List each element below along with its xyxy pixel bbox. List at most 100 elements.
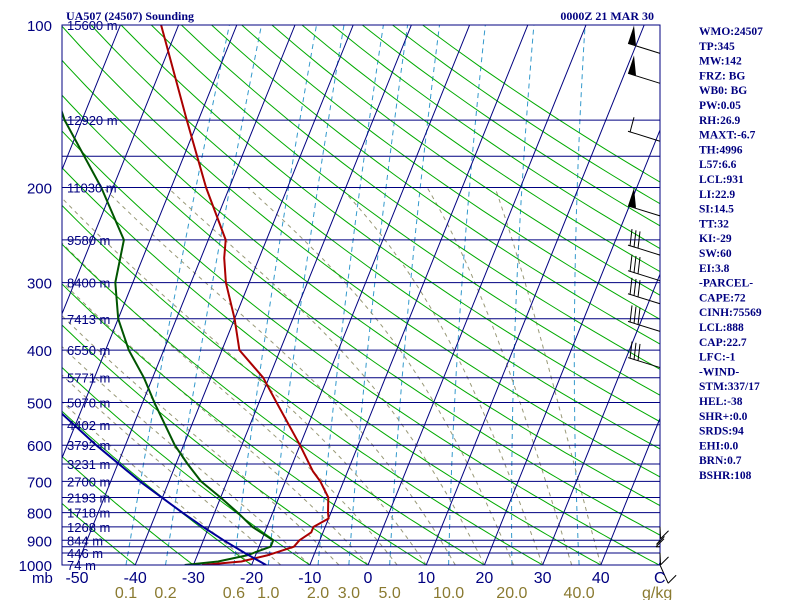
isotherm-line <box>542 272 660 565</box>
index-value: SI:14.5 <box>699 204 734 216</box>
mixing-unit-label: g/kg <box>642 585 672 600</box>
pressure-tick-label: 800 <box>27 506 52 523</box>
index-value: SW:60 <box>699 248 732 260</box>
temperature-tick-label: 30 <box>534 570 552 587</box>
height-label: 446 m <box>67 546 103 561</box>
moist-adiabat <box>62 345 311 565</box>
wind-pennant <box>628 25 636 46</box>
height-label: 1268 m <box>67 520 110 535</box>
isotherms <box>62 25 660 565</box>
mixing-ratio-tick-label: 3.0 <box>338 585 360 600</box>
isotherm-line <box>600 417 660 565</box>
sounding-series <box>62 25 330 565</box>
index-value: HEL:-38 <box>699 396 743 408</box>
temperature-tick-label: 0 <box>364 570 373 587</box>
index-value: BRN:0.7 <box>699 455 742 467</box>
upper-wind-barb <box>627 42 661 54</box>
index-value: PW:0.05 <box>699 100 741 112</box>
height-label: 5771 m <box>67 371 110 386</box>
x-axis-unit-label: mb <box>32 570 53 587</box>
chart-title: UA507 (24507) Sounding <box>66 9 194 23</box>
pressure-tick-label: 700 <box>27 474 52 491</box>
indices-panel: WMO:24507 TP:345 MW:142 FRZ: BG WB0: BG PW:0.… <box>699 26 763 482</box>
mixing-ratio-tick-label: 40.0 <box>564 585 595 600</box>
height-label: 11030 m <box>67 181 117 196</box>
wind-feather <box>633 342 637 360</box>
wind-feather <box>629 117 635 133</box>
dry-adiabat <box>90 25 660 450</box>
isotherm-line <box>134 25 354 565</box>
wind-barb-feather <box>655 538 665 548</box>
wind-feather <box>629 277 633 295</box>
wind-feather <box>629 341 633 359</box>
temperature-tick-label: -20 <box>240 570 263 587</box>
isotherm-line <box>192 25 412 565</box>
upper-wind-barb <box>627 72 661 84</box>
temperature-tick-label: -10 <box>298 570 321 587</box>
dewpoint-line <box>62 109 275 565</box>
temperature-tick-label: -40 <box>124 570 147 587</box>
isotherm-line <box>62 25 180 316</box>
isotherm-line <box>62 25 238 460</box>
mixing-ratio-line <box>448 25 486 565</box>
moist-adiabat <box>167 187 485 565</box>
wind-feather <box>637 307 641 325</box>
height-label: 844 m <box>67 533 103 548</box>
pressure-tick-label: 300 <box>27 276 52 293</box>
index-value: KI:-29 <box>699 233 732 245</box>
index-value: WB0: BG <box>699 85 747 97</box>
index-value: FRZ: BG <box>699 70 745 82</box>
wind-feather <box>629 305 633 323</box>
mixing-ratio-tick-label: 0.6 <box>223 585 245 600</box>
chart-grid <box>62 25 660 565</box>
wind-feather <box>637 257 641 275</box>
index-value: STM:337/17 <box>699 381 760 393</box>
height-label: 3792 m <box>67 438 110 453</box>
wind-feather <box>637 343 641 362</box>
temperature-tick-label: -50 <box>65 570 88 587</box>
index-value: CAPE:72 <box>699 292 746 304</box>
wind-pennant <box>628 55 636 76</box>
dry-adiabat <box>62 283 427 565</box>
index-value: TT:32 <box>699 218 729 230</box>
moist-adiabat <box>494 187 602 565</box>
mixing-ratio-line <box>267 25 345 565</box>
wind-barb-feather <box>660 556 669 566</box>
index-value: SHR+:0.0 <box>699 411 748 423</box>
temperature-line <box>160 25 330 565</box>
pressure-tick-label: 200 <box>27 181 52 198</box>
wind-barb-feather <box>667 574 677 584</box>
pressure-tick-label: 100 <box>27 18 52 35</box>
isotherm-line <box>425 25 645 565</box>
wind-feather <box>637 231 641 249</box>
isotherm-line <box>309 25 529 565</box>
pressure-tick-label: 1000 <box>19 558 52 575</box>
wind-feather <box>633 230 637 248</box>
height-label: 2193 m <box>67 491 110 506</box>
index-value: TP:345 <box>699 41 735 53</box>
dry-adiabats <box>62 25 660 565</box>
mixing-ratio-tick-label: 0.1 <box>115 585 137 600</box>
wind-barbs <box>627 25 677 584</box>
isotherm-line <box>76 25 296 565</box>
pressure-tick-label: 900 <box>27 533 52 550</box>
chart-datetime: 0000Z 21 MAR 30 <box>560 9 654 23</box>
pressure-tick-label: 500 <box>27 395 52 412</box>
index-value: EI:3.8 <box>699 263 730 275</box>
temperature-tick-label: 40 <box>592 570 610 587</box>
mixing-ratio-tick-label: 20.0 <box>496 585 527 600</box>
moist-adiabat <box>247 187 514 565</box>
upper-wind-barb <box>627 293 661 305</box>
height-label: 1718 m <box>67 506 110 521</box>
wind-feather <box>633 306 637 324</box>
index-value: BSHR:108 <box>699 470 752 482</box>
index-value: LCL:931 <box>699 174 744 186</box>
upper-wind-barb <box>627 320 661 332</box>
mixing-ratio-tick-label: 5.0 <box>379 585 401 600</box>
wind-barb-feather <box>656 536 665 545</box>
height-label: 15600 m <box>67 18 118 33</box>
upper-wind-barb <box>627 205 661 217</box>
pressure-tick-label: 400 <box>27 343 52 360</box>
